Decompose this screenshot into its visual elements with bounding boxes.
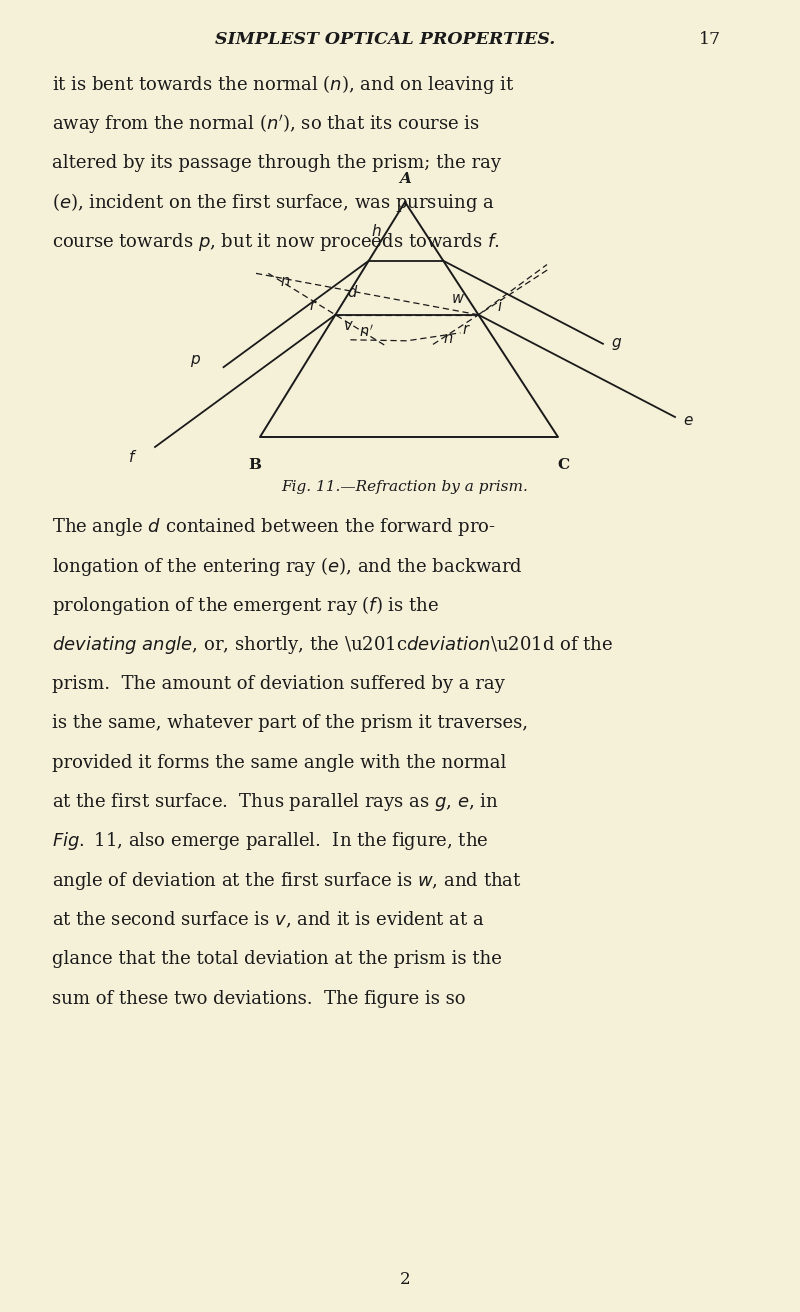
Text: it is bent towards the normal ($n$), and on leaving it: it is bent towards the normal ($n$), and…	[52, 72, 514, 96]
Text: glance that the total deviation at the prism is the: glance that the total deviation at the p…	[52, 950, 502, 968]
Text: $\it{deviating\ angle}$, or, shortly, the \u201c$\it{deviation}$\u201d of the: $\it{deviating\ angle}$, or, shortly, th…	[52, 634, 613, 656]
Text: $w$: $w$	[451, 291, 466, 306]
Text: SIMPLEST OPTICAL PROPERTIES.: SIMPLEST OPTICAL PROPERTIES.	[215, 31, 555, 49]
Text: prism.  The amount of deviation suffered by a ray: prism. The amount of deviation suffered …	[52, 676, 505, 693]
Text: $h$: $h$	[371, 223, 382, 239]
Text: altered by its passage through the prism; the ray: altered by its passage through the prism…	[52, 154, 501, 172]
Text: $n'$: $n'$	[359, 323, 374, 340]
Text: C: C	[557, 458, 569, 472]
Text: 2: 2	[400, 1271, 410, 1288]
Text: provided it forms the same angle with the normal: provided it forms the same angle with th…	[52, 754, 506, 771]
Text: $\mathit{Fig.}$ 11, also emerge parallel.  In the figure, the: $\mathit{Fig.}$ 11, also emerge parallel…	[52, 830, 488, 853]
Text: ($e$), incident on the first surface, was pursuing a: ($e$), incident on the first surface, wa…	[52, 192, 494, 214]
Text: B: B	[249, 458, 262, 472]
Text: $d$: $d$	[346, 283, 358, 300]
Text: at the first surface.  Thus parallel rays as $g$, $e$, in: at the first surface. Thus parallel rays…	[52, 791, 498, 813]
Text: 17: 17	[699, 31, 721, 49]
Text: A: A	[399, 172, 411, 186]
Text: $r$: $r$	[462, 323, 471, 337]
Text: $p$: $p$	[190, 353, 201, 369]
Text: away from the normal ($n'$), so that its course is: away from the normal ($n'$), so that its…	[52, 112, 480, 135]
Text: $r$: $r$	[309, 299, 318, 312]
Text: $i$: $i$	[498, 298, 503, 314]
Text: $v$: $v$	[343, 319, 354, 333]
Text: angle of deviation at the first surface is $w$, and that: angle of deviation at the first surface …	[52, 870, 522, 892]
Text: sum of these two deviations.  The figure is so: sum of these two deviations. The figure …	[52, 989, 466, 1008]
Text: $n$: $n$	[443, 332, 454, 346]
Text: $e$: $e$	[683, 415, 694, 428]
Text: The angle $d$ contained between the forward pro-: The angle $d$ contained between the forw…	[52, 516, 496, 538]
Text: prolongation of the emergent ray ($f$) is the: prolongation of the emergent ray ($f$) i…	[52, 594, 439, 617]
Text: $f$: $f$	[128, 449, 138, 464]
Text: at the second surface is $v$, and it is evident at a: at the second surface is $v$, and it is …	[52, 909, 485, 930]
Text: is the same, whatever part of the prism it traverses,: is the same, whatever part of the prism …	[52, 715, 528, 732]
Text: longation of the entering ray ($e$), and the backward: longation of the entering ray ($e$), and…	[52, 555, 522, 577]
Text: course towards $p$, but it now proceeds towards $f$.: course towards $p$, but it now proceeds …	[52, 231, 500, 253]
Text: $g$: $g$	[611, 336, 622, 352]
Text: Fig. 11.—Refraction by a prism.: Fig. 11.—Refraction by a prism.	[282, 480, 529, 495]
Text: $n$: $n$	[280, 276, 290, 289]
